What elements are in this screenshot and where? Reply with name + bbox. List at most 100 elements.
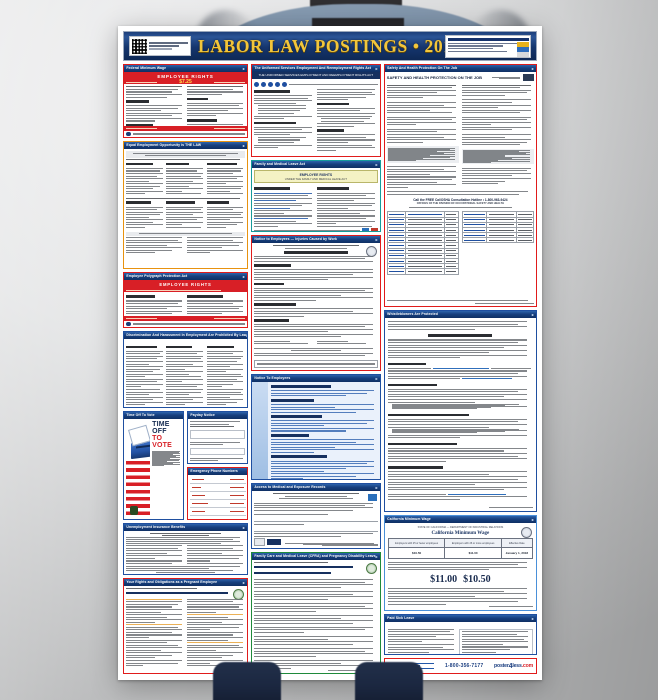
- notice-cfra-pregnancy-disability-leave[interactable]: Family Care and Medical Leave (CFRA) and…: [251, 552, 381, 674]
- dol-logo-icon: [361, 228, 369, 231]
- notice-body: [252, 491, 380, 548]
- logo-suffix: less: [512, 663, 522, 669]
- userra-banner: THE UNIFORMED SERVICES EMPLOYMENT AND RE…: [252, 72, 380, 79]
- notice-whistleblowers-are-protected[interactable]: Whistleblowers Are Protected ▸: [383, 310, 537, 512]
- notice-injuries-caused-by-work[interactable]: Notice to Employees — Injuries Caused by…: [251, 235, 381, 371]
- wage-effective-date: January 1, 2018: [500, 547, 534, 560]
- osha-logo-icon: [367, 494, 377, 502]
- notice-header: Unemployment Insurance Benefits ▸: [124, 524, 247, 532]
- notice-title: Whistleblowers Are Protected: [387, 311, 438, 316]
- column-header: Employers with 26 or more employees: [444, 538, 502, 549]
- brand-logo[interactable]: poster 4 less .com: [494, 663, 533, 670]
- logo-number: 4: [508, 662, 513, 670]
- chevron-right-icon: ▸: [531, 615, 534, 621]
- branch-icon: [261, 81, 266, 87]
- notice-body: [252, 79, 380, 156]
- notice-header: Equal Employment Opportunity is THE LAW ▸: [124, 142, 247, 150]
- notice-payday-notice[interactable]: Payday Notice: [187, 411, 248, 465]
- osha-table-caption: OFFICES OF THE DIVISION OF OCCUPATIONAL …: [416, 202, 505, 206]
- employee-rights-banner: EMPLOYEE RIGHTS: [124, 280, 247, 289]
- notice-title: Federal Minimum Wage: [126, 65, 167, 70]
- notice-header: Safety And Health Protection On The Job ▸: [384, 65, 536, 73]
- notice-header: Notice to Employees — Injuries Caused by…: [252, 236, 380, 244]
- notice-header: Emergency Phone Numbers: [188, 468, 247, 475]
- notice-california-minimum-wage[interactable]: California Minimum Wage ▸ STATE OF CALIFO…: [383, 515, 537, 611]
- notice-body: [124, 339, 247, 408]
- notice-body: [124, 586, 247, 673]
- notice-header: Discrimination And Harassment In Employm…: [124, 332, 247, 340]
- agency-logos: [254, 155, 378, 156]
- fmla-footer: [254, 228, 378, 231]
- ca-wage-heading: California Minimum Wage: [431, 530, 490, 536]
- dol-seal-icon: [126, 321, 131, 327]
- notice-body: [188, 475, 247, 519]
- branch-icon: [254, 81, 259, 87]
- banner-label: EMPLOYEE RIGHTS: [157, 73, 214, 79]
- chevron-right-icon: ▸: [531, 516, 534, 522]
- notice-header: Time Off To Vote: [124, 412, 183, 420]
- chevron-right-icon: ▸: [375, 484, 378, 490]
- table-row: [189, 483, 246, 493]
- chevron-right-icon: ▸: [242, 142, 245, 148]
- notice-userra[interactable]: The Uniformed Services Employment And Re…: [251, 64, 381, 157]
- table-row: [461, 237, 535, 244]
- notice-title: Discrimination And Harassment In Employm…: [126, 332, 247, 337]
- notice-body: EMPLOYEE RIGHTS UNDER THE FAMILY AND MED…: [252, 168, 380, 231]
- notice-equal-employment-opportunity[interactable]: Equal Employment Opportunity is THE LAW ▸: [123, 141, 248, 269]
- notice-header: The Uniformed Services Employment And Re…: [252, 65, 380, 73]
- vote-and-payday-row: Time Off To Vote: [123, 411, 248, 521]
- notice-emergency-phone-numbers[interactable]: Emergency Phone Numbers: [187, 467, 248, 521]
- footer-strip: [124, 316, 247, 320]
- labor-law-poster: LABOR LAW POSTINGS • 2018 Federal Minimu…: [118, 26, 542, 680]
- notice-paid-sick-leave[interactable]: Paid Sick Leave ▸: [383, 614, 537, 655]
- district-offices-table-right: [461, 211, 535, 244]
- notice-title: Unemployment Insurance Benefits: [126, 524, 186, 529]
- notice-header: Paid Sick Leave ▸: [384, 615, 536, 623]
- notice-unemployment-insurance-benefits[interactable]: Unemployment Insurance Benefits ▸: [123, 523, 248, 575]
- notice-title: Your Rights and Obligations as a Pregnan…: [126, 579, 218, 584]
- notice-pregnant-employee-rights[interactable]: Your Rights and Obligations as a Pregnan…: [123, 578, 248, 674]
- right-hand: [355, 662, 423, 700]
- notice-time-off-to-vote[interactable]: Time Off To Vote: [123, 411, 184, 520]
- notice-to-employees[interactable]: Notice To Employees ▸: [251, 374, 381, 480]
- notice-family-medical-leave-act[interactable]: Family and Medical Leave Act ▸ EMPLOYEE R…: [251, 160, 381, 232]
- notice-header: Payday Notice: [188, 412, 247, 420]
- service-branch-icons: [254, 81, 378, 88]
- notice-body: [385, 622, 536, 654]
- left-hand: [213, 662, 281, 700]
- column-left: Federal Minimum Wage ▸ EMPLOYEE RIGHTS $7…: [123, 64, 248, 674]
- notice-employee-polygraph-protection-act[interactable]: Employee Polygraph Protection Act ▸ EMPLO…: [123, 272, 248, 328]
- branch-icon: [282, 81, 287, 87]
- column-header: Effective Date: [500, 538, 534, 549]
- vote-heading-line2: TO VOTE: [152, 434, 172, 449]
- notice-discrimination-harassment-prohibited[interactable]: Discrimination And Harassment In Employm…: [123, 331, 248, 409]
- notice-body: TIME OFF TO VOTE: [124, 419, 183, 519]
- revision-chart-badge: [445, 35, 531, 58]
- chevron-right-icon: ▸: [531, 311, 534, 317]
- state-seal-icon: [521, 527, 532, 539]
- notice-title: Emergency Phone Numbers: [190, 468, 238, 473]
- notice-title: Notice to Employees — Injuries Caused by…: [254, 236, 338, 241]
- osha-heading: SAFETY AND HEALTH PROTECTION ON THE JOB: [386, 75, 483, 81]
- footer-strip: [124, 126, 247, 130]
- table-row: [189, 476, 246, 485]
- dol-seal-icon: [126, 131, 131, 137]
- notice-header: Family and Medical Leave Act ▸: [252, 161, 380, 169]
- employer-info-box: [254, 359, 378, 369]
- notice-body: [252, 382, 380, 479]
- fmla-heading: EMPLOYEE RIGHTS: [299, 172, 333, 177]
- badge-text-lines: [149, 42, 188, 50]
- notice-access-medical-exposure-records[interactable]: Access to Medical and Exposure Records ▸: [251, 483, 381, 549]
- chevron-right-icon: ▸: [375, 375, 378, 381]
- minimum-wage-table: Employers with 25 or fewer employees Emp…: [387, 538, 534, 560]
- notice-title: Family and Medical Leave Act: [254, 161, 306, 166]
- notice-title: Employee Polygraph Protection Act: [126, 273, 188, 278]
- notice-federal-minimum-wage[interactable]: Federal Minimum Wage ▸ EMPLOYEE RIGHTS $7…: [123, 64, 248, 138]
- wage-strip: $7.25: [124, 79, 247, 85]
- footer-phone-number[interactable]: 1-800-356-7177: [444, 663, 484, 669]
- notice-title: California Minimum Wage: [387, 516, 431, 521]
- notice-safety-health-protection-on-the-job[interactable]: Safety And Health Protection On The Job ▸…: [383, 64, 537, 307]
- decorative-side-panel: [252, 382, 268, 479]
- chevron-right-icon: ▸: [242, 65, 245, 71]
- wage-small-employer: $10.50: [387, 547, 446, 560]
